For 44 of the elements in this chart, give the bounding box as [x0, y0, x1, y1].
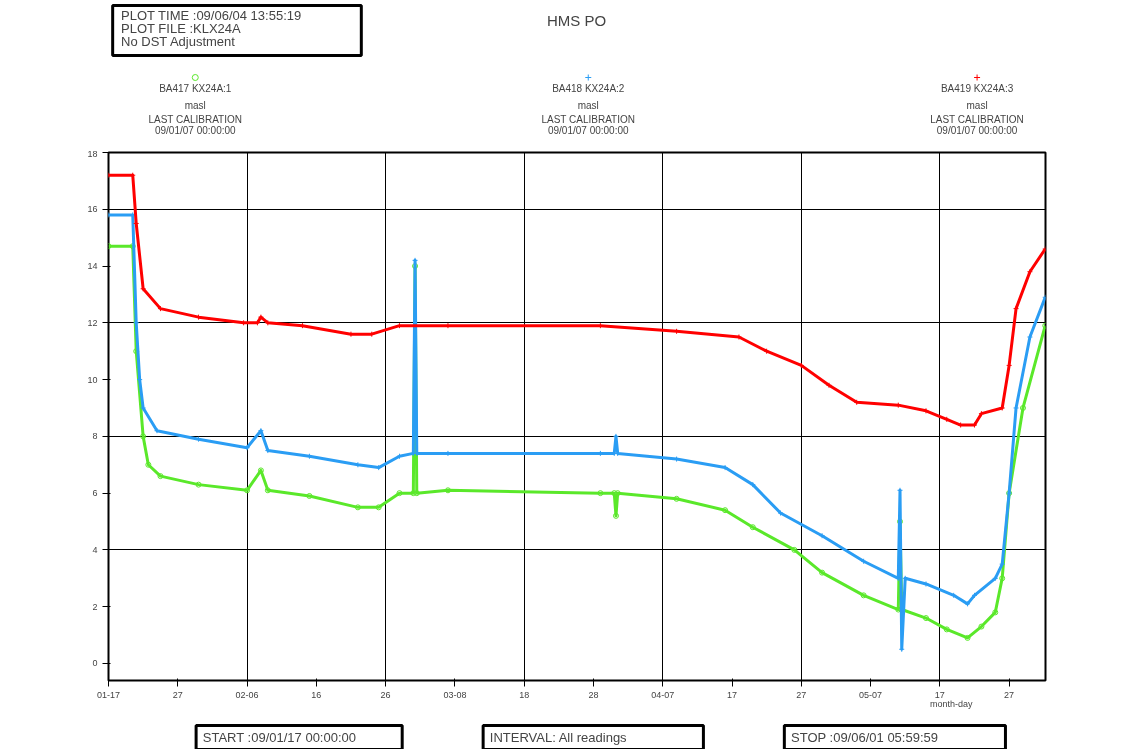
- x-tick-label: 04-07: [651, 689, 675, 700]
- y-tick-label: 14: [87, 261, 98, 272]
- x-tick-label: 02-06: [235, 689, 259, 700]
- text: masl: [577, 100, 599, 111]
- x-tick-label: 18: [519, 689, 530, 700]
- y-tick-label: 16: [87, 204, 98, 215]
- legend-label: BA418 KX24A:2: [552, 83, 625, 94]
- text: 09/01/07 00:00:00: [936, 125, 1018, 136]
- text: LAST CALIBRATION: [541, 114, 635, 125]
- legend-label: BA419 KX24A:3: [940, 83, 1014, 94]
- text: 09/01/07 00:00:00: [154, 125, 237, 136]
- text: PLOT TIME :09/06/04 13:55:19: [121, 8, 302, 23]
- x-tick-label: 16: [311, 689, 322, 700]
- x-tick-label: 26: [380, 689, 391, 700]
- x-tick-label: 27: [796, 689, 807, 700]
- y-tick-label: 12: [87, 317, 98, 328]
- x-tick-label: 01-17: [96, 689, 121, 700]
- y-tick-label: 2: [92, 601, 98, 612]
- text: No DST Adjustment: [121, 34, 236, 49]
- text: LAST CALIBRATION: [148, 114, 242, 125]
- x-tick-label: 27: [1004, 689, 1015, 700]
- y-tick-label: 10: [87, 374, 98, 385]
- text: masl: [184, 100, 206, 111]
- x-tick-label: 27: [172, 689, 183, 700]
- y-tick-label: 0: [92, 658, 98, 669]
- y-tick-label: 6: [92, 488, 98, 499]
- y-tick-label: 8: [92, 431, 98, 442]
- text: PLOT FILE :KLX24A: [121, 21, 242, 36]
- legend-label: BA417 KX24A:1: [159, 83, 232, 94]
- x-axis-title: month-day: [929, 698, 973, 709]
- x-tick-label: 05-07: [859, 689, 883, 700]
- x-tick-label: 03-08: [443, 689, 467, 700]
- text: 09/01/07 00:00:00: [547, 125, 630, 136]
- chart-title: HMS PO: [547, 12, 607, 29]
- text: LAST CALIBRATION: [930, 114, 1024, 125]
- x-tick-label: 17: [934, 689, 945, 700]
- y-tick-label: 18: [87, 148, 98, 159]
- y-tick-label: 4: [92, 544, 98, 555]
- text: STOP :09/06/01 05:59:59: [791, 730, 938, 745]
- text: INTERVAL: All readings: [489, 730, 628, 745]
- x-tick-label: 28: [588, 689, 599, 700]
- text: masl: [966, 100, 988, 111]
- text: START :09/01/17 00:00:00: [202, 730, 357, 745]
- x-tick-label: 17: [727, 689, 738, 700]
